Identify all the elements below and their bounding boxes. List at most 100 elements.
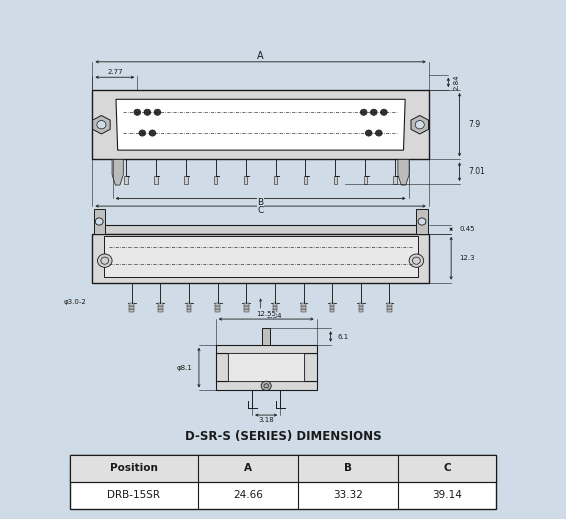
Circle shape: [380, 109, 387, 115]
Bar: [187, 303, 191, 306]
Bar: [125, 176, 128, 184]
Bar: [244, 306, 248, 309]
Bar: [158, 303, 162, 306]
Text: D-SR-S (SERIES) DIMENSIONS: D-SR-S (SERIES) DIMENSIONS: [185, 430, 381, 443]
Bar: [273, 309, 277, 312]
Bar: [158, 306, 162, 309]
Bar: [330, 303, 335, 306]
Text: DRB-15SR: DRB-15SR: [108, 490, 160, 500]
Text: A: A: [258, 51, 264, 61]
Polygon shape: [112, 159, 123, 185]
Bar: [262, 329, 271, 345]
Bar: [214, 176, 217, 184]
Bar: [130, 306, 134, 309]
Bar: [101, 225, 421, 234]
Bar: [130, 303, 134, 306]
Text: 2.84: 2.84: [454, 75, 460, 90]
Bar: [387, 306, 392, 309]
Text: 7.9: 7.9: [468, 120, 480, 129]
Text: 24.66: 24.66: [233, 490, 263, 500]
Bar: [216, 381, 316, 390]
Bar: [216, 303, 220, 306]
Bar: [216, 353, 228, 381]
Bar: [274, 176, 277, 184]
Bar: [273, 303, 277, 306]
Text: 0.45: 0.45: [460, 226, 475, 232]
Text: 7.01: 7.01: [468, 167, 485, 176]
Text: 2.84: 2.84: [266, 313, 282, 319]
Bar: [216, 309, 220, 312]
Bar: [301, 303, 306, 306]
Circle shape: [261, 381, 271, 390]
Bar: [130, 309, 134, 312]
Bar: [158, 309, 162, 312]
Bar: [305, 353, 316, 381]
Bar: [359, 306, 363, 309]
Text: φ8.1: φ8.1: [177, 364, 192, 371]
Circle shape: [139, 130, 145, 136]
Text: 39.14: 39.14: [432, 490, 462, 500]
Circle shape: [95, 218, 103, 225]
Polygon shape: [398, 159, 409, 185]
Bar: [92, 234, 428, 283]
Text: B: B: [258, 198, 264, 207]
Bar: [417, 209, 427, 234]
Circle shape: [97, 120, 106, 129]
Circle shape: [409, 254, 424, 267]
Text: 12.55: 12.55: [256, 311, 276, 317]
Bar: [184, 176, 187, 184]
Text: C: C: [443, 463, 451, 473]
Bar: [359, 309, 363, 312]
Circle shape: [375, 130, 382, 136]
Bar: [387, 303, 392, 306]
Bar: [273, 306, 277, 309]
Polygon shape: [116, 99, 405, 150]
Text: φ3.0-2: φ3.0-2: [64, 299, 87, 305]
Circle shape: [366, 130, 372, 136]
Polygon shape: [411, 116, 428, 134]
Text: B: B: [344, 463, 352, 473]
Circle shape: [370, 109, 377, 115]
Bar: [92, 90, 428, 159]
Bar: [330, 309, 335, 312]
Bar: [244, 176, 247, 184]
Bar: [244, 309, 248, 312]
Bar: [301, 306, 306, 309]
Text: C: C: [258, 206, 264, 215]
Bar: [155, 176, 158, 184]
Text: 6.1: 6.1: [337, 334, 349, 339]
Bar: [393, 176, 397, 184]
Text: 3.18: 3.18: [258, 417, 274, 423]
Circle shape: [361, 109, 367, 115]
Bar: [333, 176, 337, 184]
Bar: [216, 306, 220, 309]
Circle shape: [415, 120, 424, 129]
Bar: [104, 236, 418, 278]
Bar: [216, 345, 316, 353]
Text: 12.3: 12.3: [460, 255, 475, 261]
Circle shape: [134, 109, 140, 115]
Bar: [244, 303, 248, 306]
Circle shape: [149, 130, 156, 136]
Bar: [187, 309, 191, 312]
Bar: [228, 353, 305, 381]
Bar: [330, 306, 335, 309]
Bar: [187, 306, 191, 309]
Text: 2.77: 2.77: [107, 69, 123, 75]
Circle shape: [144, 109, 151, 115]
Bar: [93, 209, 105, 234]
Bar: [70, 455, 496, 482]
Bar: [301, 309, 306, 312]
Text: 33.32: 33.32: [333, 490, 363, 500]
Circle shape: [154, 109, 161, 115]
Circle shape: [418, 218, 426, 225]
Text: Position: Position: [110, 463, 158, 473]
Bar: [304, 176, 307, 184]
Bar: [70, 455, 496, 509]
Polygon shape: [93, 116, 110, 134]
Bar: [363, 176, 367, 184]
Bar: [359, 303, 363, 306]
Text: A: A: [244, 463, 252, 473]
Circle shape: [97, 254, 112, 267]
Bar: [387, 309, 392, 312]
